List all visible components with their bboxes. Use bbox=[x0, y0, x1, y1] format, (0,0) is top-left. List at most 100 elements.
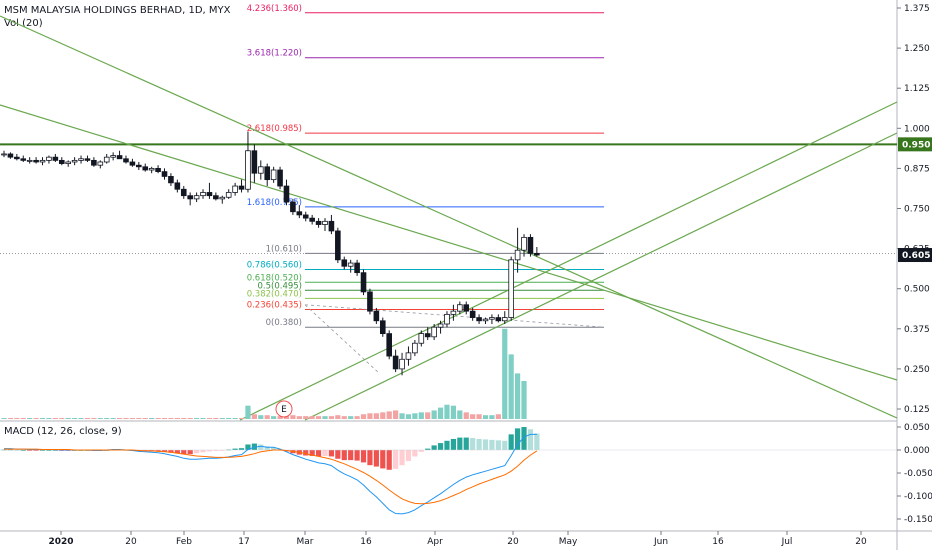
macd-histogram-bar bbox=[457, 437, 463, 450]
macd-histogram-bar bbox=[322, 450, 328, 456]
time-axis-label: 20 bbox=[855, 537, 867, 547]
candle-body bbox=[245, 150, 251, 190]
fib-level-label: 3.618(1.220) bbox=[247, 49, 302, 59]
candle-body bbox=[84, 158, 91, 161]
price-axis-label: 0.375 bbox=[904, 325, 930, 335]
macd-histogram-bar bbox=[328, 450, 335, 457]
macd-histogram-bar bbox=[187, 450, 193, 455]
candle-body bbox=[322, 220, 328, 225]
price-axis-label: 1.375 bbox=[904, 4, 930, 14]
volume-bar bbox=[238, 418, 245, 419]
fib-level-label: 4.236(1.360) bbox=[247, 4, 302, 14]
macd-histogram-bar bbox=[399, 450, 405, 466]
volume-bar bbox=[78, 418, 84, 419]
macd-histogram-bar bbox=[46, 450, 52, 451]
volume-bar bbox=[213, 418, 219, 419]
candle-body bbox=[534, 253, 540, 256]
volume-bar bbox=[27, 418, 33, 419]
candle-body bbox=[270, 169, 277, 181]
volume-bar bbox=[450, 405, 456, 419]
macd-histogram-bar bbox=[303, 450, 309, 456]
candle-body bbox=[213, 195, 219, 200]
macd-histogram-bar bbox=[476, 438, 482, 450]
macd-histogram-bar bbox=[52, 450, 58, 451]
macd-histogram-bar bbox=[27, 450, 33, 451]
candle-body bbox=[148, 167, 155, 171]
volume-bar bbox=[245, 405, 251, 419]
macd-line bbox=[4, 433, 537, 515]
macd-histogram-bar bbox=[33, 450, 39, 451]
macd-axis-label: 0.000 bbox=[904, 446, 930, 456]
macd-histogram-bar bbox=[232, 448, 238, 450]
volume-bar bbox=[129, 418, 135, 419]
time-axis-label: May bbox=[559, 537, 578, 547]
volume-bar bbox=[431, 410, 437, 419]
candle-body bbox=[367, 291, 373, 312]
volume-bar bbox=[502, 328, 508, 419]
volume-bar bbox=[14, 418, 20, 419]
macd-histogram-bar bbox=[168, 450, 174, 453]
volume-bar bbox=[161, 418, 168, 419]
volume-bar bbox=[457, 410, 463, 419]
volume-bar bbox=[367, 413, 373, 419]
candle-body bbox=[482, 318, 489, 322]
volume-bar bbox=[52, 418, 58, 419]
time-axis-label: 20 bbox=[125, 537, 137, 547]
volume-bar bbox=[65, 418, 71, 419]
candle-body bbox=[7, 153, 14, 158]
candle-body bbox=[444, 313, 450, 325]
macd-histogram-bar bbox=[508, 434, 514, 450]
macd-histogram-bar bbox=[155, 450, 161, 452]
candle-body bbox=[431, 326, 437, 338]
fib-level-label: 1.618(0.755) bbox=[247, 198, 302, 208]
volume-bar bbox=[418, 412, 424, 419]
macd-histogram-bar bbox=[238, 448, 245, 450]
volume-bar bbox=[277, 416, 283, 419]
candle-body bbox=[110, 155, 116, 158]
candle-body bbox=[469, 310, 476, 318]
macd-histogram-bar bbox=[450, 438, 456, 450]
candle-body bbox=[450, 310, 457, 315]
macd-histogram-bar bbox=[482, 439, 489, 450]
macd-histogram-bar bbox=[463, 437, 469, 450]
candle-body bbox=[277, 169, 283, 187]
volume-bar bbox=[437, 407, 444, 419]
volume-bar bbox=[219, 418, 225, 419]
candle-body bbox=[341, 259, 348, 267]
candle-body bbox=[142, 166, 149, 171]
volume-bar bbox=[315, 416, 322, 419]
chart-title: MSM MALAYSIA HOLDINGS BERHAD, 1D, MYX bbox=[4, 5, 231, 16]
volume-bar bbox=[495, 414, 501, 419]
candle-body bbox=[123, 158, 129, 163]
macd-histogram-bar bbox=[393, 450, 399, 469]
candle-body bbox=[219, 196, 226, 200]
volume-bar bbox=[33, 418, 39, 419]
price-axis-label: 0.250 bbox=[904, 365, 930, 375]
volume-bar bbox=[84, 418, 91, 419]
fib-level-label: 0.786(0.560) bbox=[247, 260, 302, 270]
candle-body bbox=[97, 161, 104, 166]
fib-level-label: 0(0.380) bbox=[266, 318, 302, 328]
candle-body bbox=[386, 333, 392, 357]
volume-bar bbox=[476, 414, 482, 419]
macd-histogram-bar bbox=[354, 450, 360, 461]
candle-body bbox=[238, 185, 245, 190]
candle-body bbox=[103, 156, 110, 163]
candle-body bbox=[290, 201, 296, 213]
macd-histogram-bar bbox=[367, 450, 373, 466]
volume-bar bbox=[200, 418, 206, 419]
fib-anchor-line bbox=[304, 304, 605, 328]
candle-body bbox=[495, 317, 502, 322]
volume-bar bbox=[354, 416, 360, 419]
candle-body bbox=[136, 164, 142, 168]
candle-body bbox=[225, 192, 232, 198]
time-axis-label: 17 bbox=[238, 537, 249, 547]
volume-bar bbox=[521, 381, 527, 419]
candle-body bbox=[1, 153, 7, 156]
candle-body bbox=[463, 304, 470, 312]
price-axis-label: 1.125 bbox=[904, 84, 930, 94]
price-axis-label: 1.000 bbox=[904, 124, 930, 134]
candle-body bbox=[161, 171, 168, 177]
macd-histogram-bar bbox=[258, 444, 264, 450]
